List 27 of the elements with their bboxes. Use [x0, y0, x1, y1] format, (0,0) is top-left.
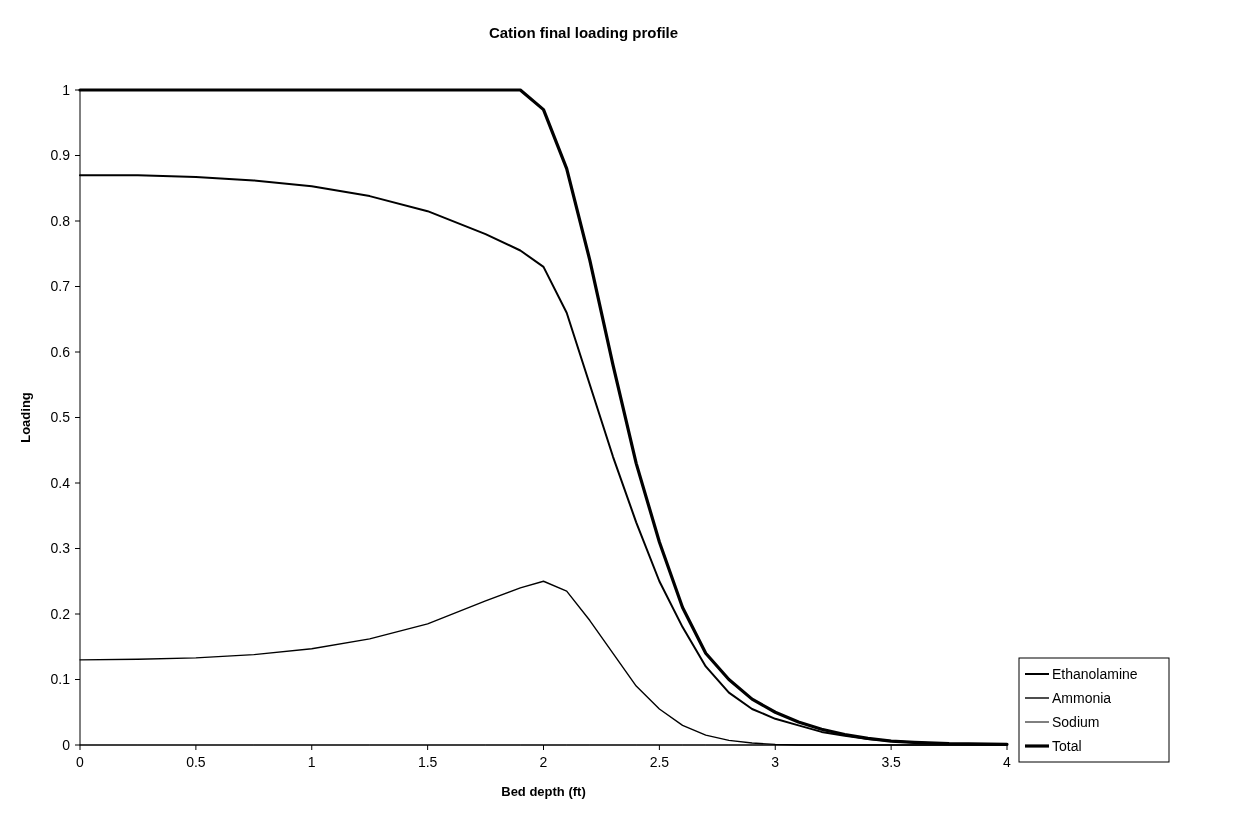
y-tick-label: 0.6	[50, 343, 71, 360]
x-tick-label: 2	[539, 754, 548, 770]
legend-label: Ethanolamine	[1052, 665, 1138, 682]
legend-label: Sodium	[1052, 713, 1100, 730]
x-tick-label: 0.5	[186, 754, 206, 770]
x-tick-label: 2.5	[649, 754, 670, 770]
legend-label: Total	[1052, 737, 1082, 754]
y-tick-label: 0.3	[50, 540, 71, 557]
x-tick-label: 4	[1003, 754, 1012, 770]
y-tick-label: 0.2	[50, 605, 71, 622]
y-axis-title: Loading	[18, 392, 33, 443]
y-tick-label: 0.8	[50, 212, 71, 229]
x-tick-label: 1	[307, 754, 316, 770]
y-tick-label: 0.4	[50, 474, 71, 491]
legend-label: Ammonia	[1052, 689, 1112, 706]
y-tick-label: 0.5	[50, 409, 71, 426]
y-tick-label: 0.7	[50, 278, 71, 295]
x-tick-label: 3	[771, 754, 780, 770]
y-tick-label: 0.9	[50, 147, 71, 164]
x-tick-label: 3.5	[881, 754, 902, 770]
x-tick-label: 1.5	[417, 754, 438, 770]
y-tick-label: 1	[62, 81, 71, 98]
y-tick-label: 0.1	[50, 671, 71, 688]
y-tick-label: 0	[62, 736, 71, 753]
x-axis-title: Bed depth (ft)	[501, 784, 586, 799]
x-tick-label: 0	[76, 754, 85, 770]
chart-title: Cation final loading profile	[488, 24, 679, 41]
